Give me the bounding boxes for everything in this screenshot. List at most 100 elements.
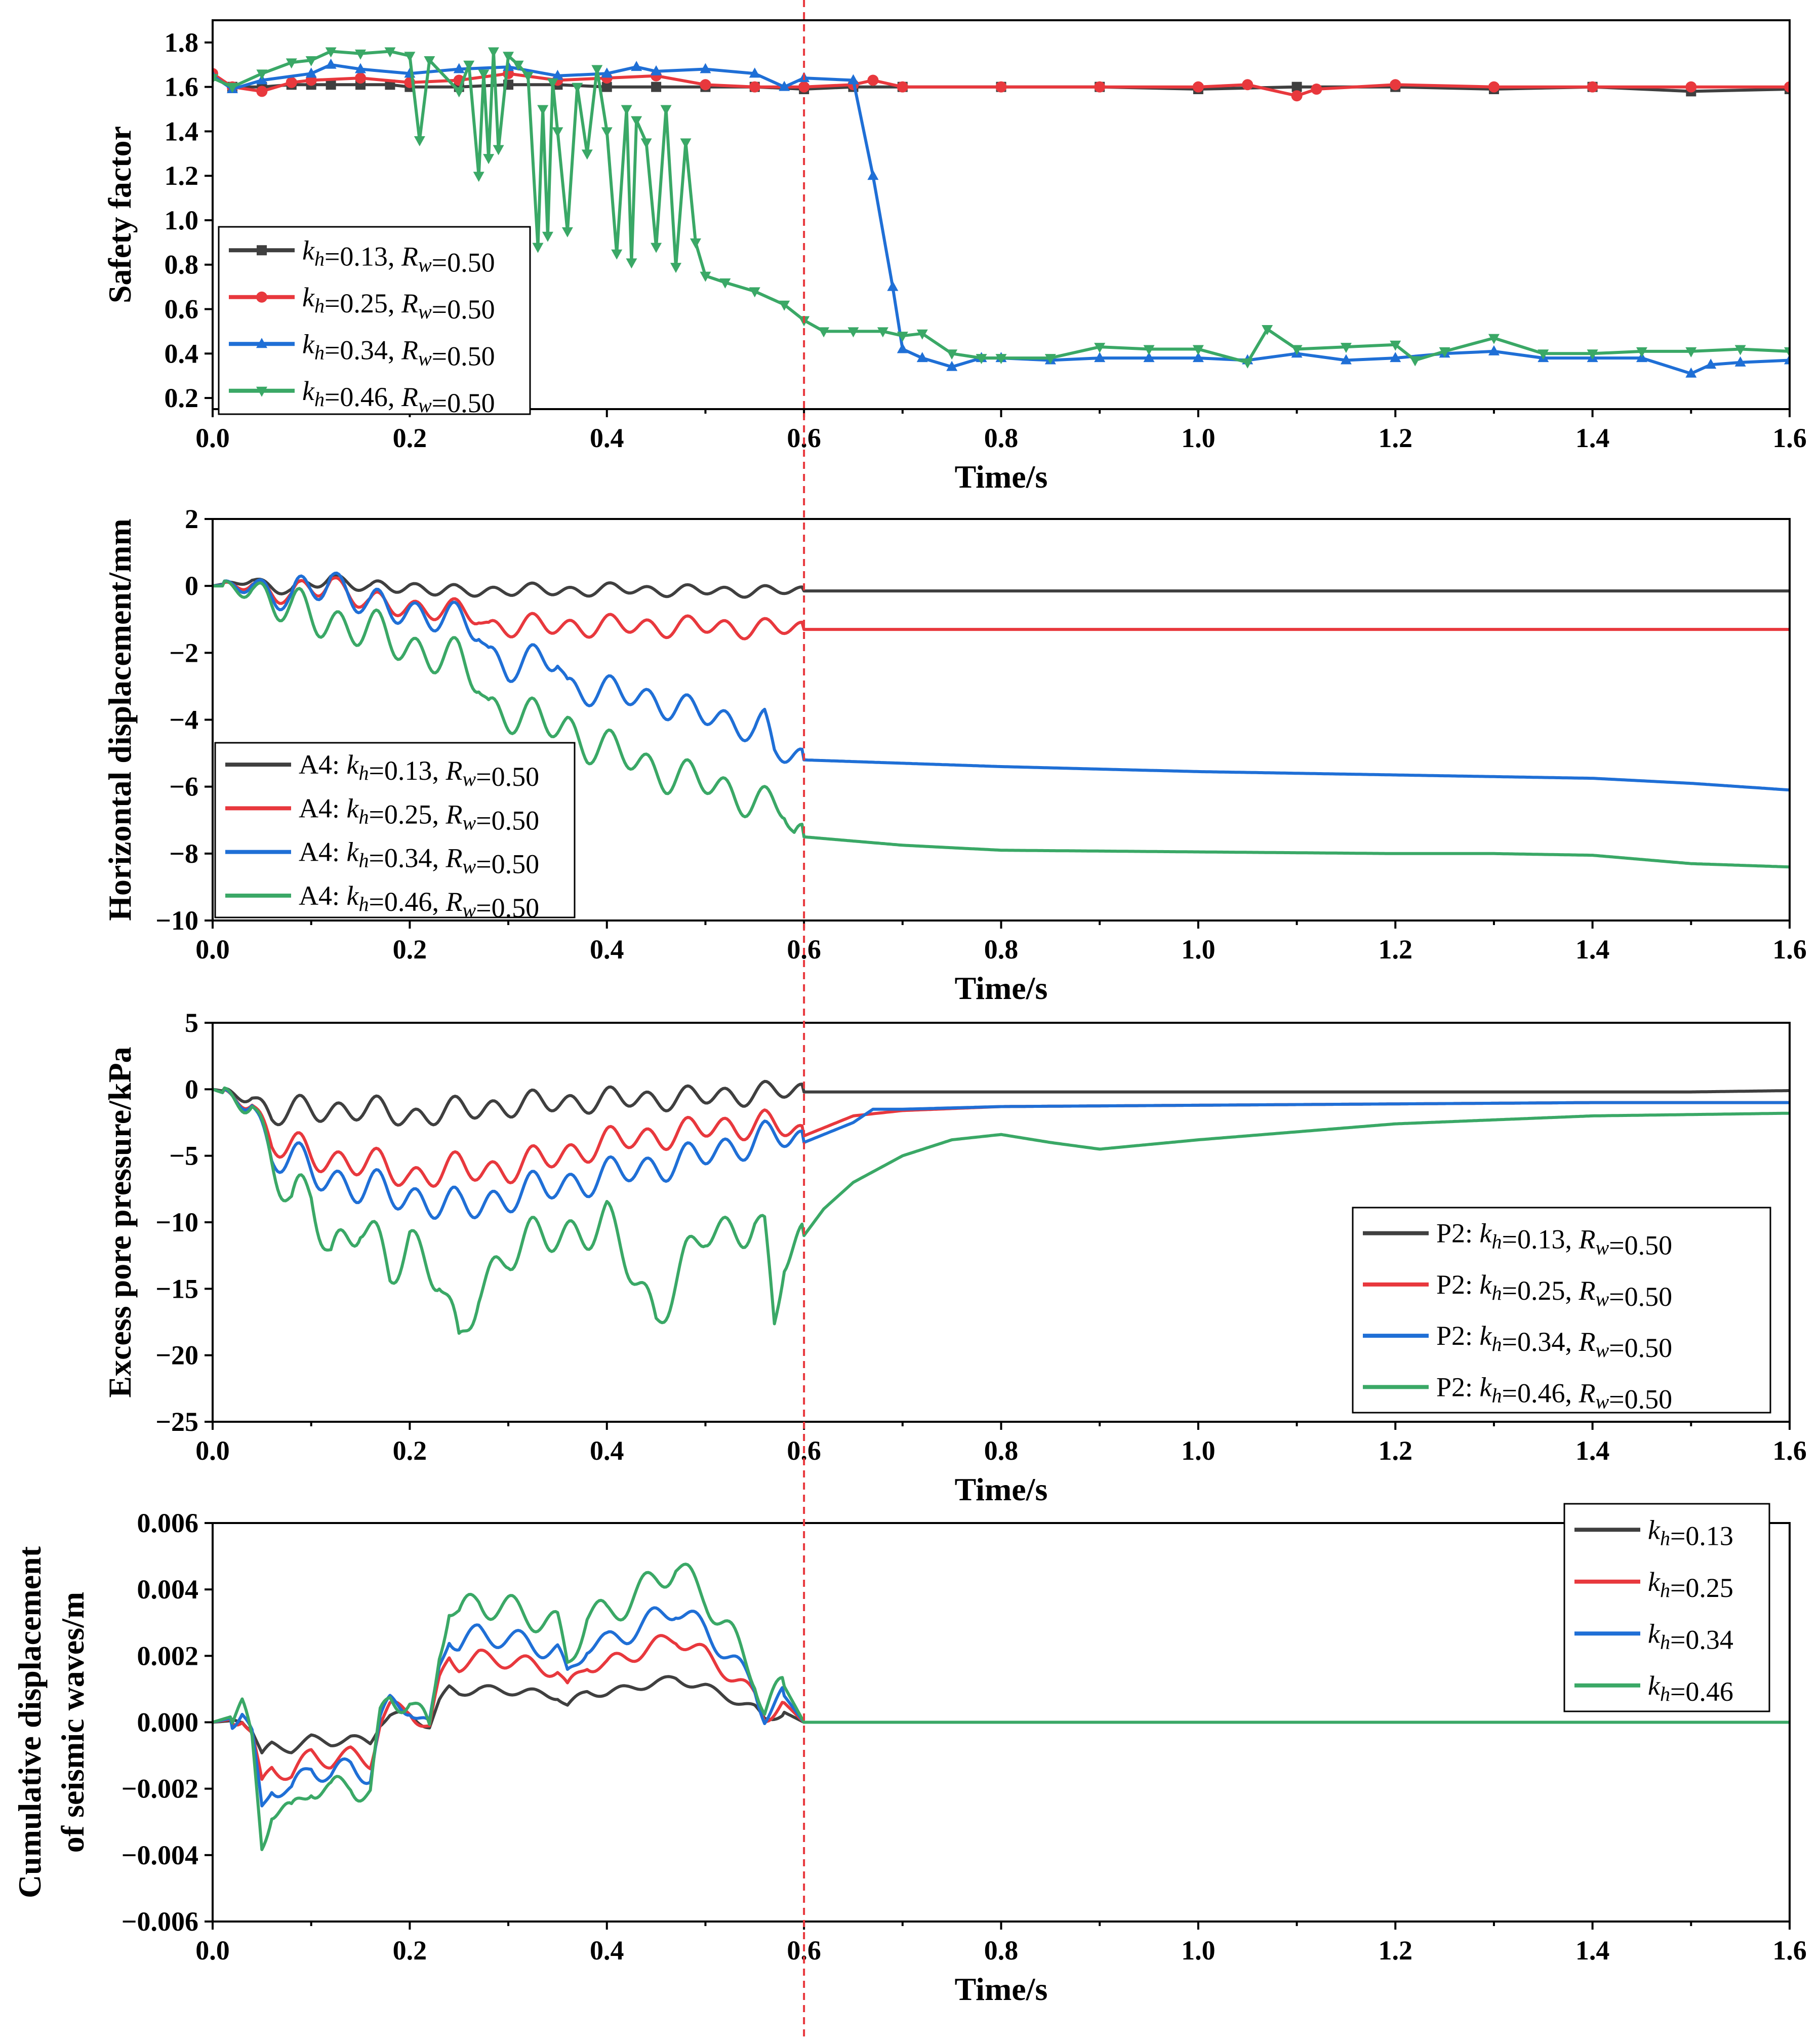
legend-label: kh=0.34, Rw=0.50 bbox=[302, 329, 495, 371]
data-point bbox=[1242, 79, 1253, 91]
x-tick-label: 0.0 bbox=[195, 423, 230, 453]
data-point bbox=[887, 281, 899, 291]
data-point bbox=[1242, 358, 1253, 369]
x-tick-label: 0.4 bbox=[590, 423, 624, 453]
y-tick-label: 0.006 bbox=[137, 1508, 199, 1538]
y-axis-title: Safety factor bbox=[102, 126, 138, 303]
x-tick-label: 0.0 bbox=[195, 934, 230, 965]
legend-box bbox=[218, 226, 531, 415]
x-tick-label: 1.0 bbox=[1181, 423, 1216, 453]
series-group bbox=[213, 1079, 1790, 1335]
y-tick-label: −6 bbox=[169, 772, 198, 802]
data-point bbox=[256, 86, 268, 97]
data-point bbox=[651, 82, 662, 92]
y-tick-label: 1.4 bbox=[165, 116, 199, 146]
data-point bbox=[1143, 352, 1155, 363]
x-tick-label: 1.6 bbox=[1772, 423, 1807, 453]
data-point bbox=[305, 67, 317, 78]
y-tick-label: 0.8 bbox=[165, 250, 199, 280]
x-tick-label: 1.4 bbox=[1575, 1935, 1610, 1966]
data-point bbox=[226, 83, 238, 93]
x-tick-label: 0.8 bbox=[984, 423, 1019, 453]
data-point bbox=[749, 67, 760, 78]
x-tick-label: 0.8 bbox=[984, 934, 1019, 965]
data-point bbox=[897, 332, 908, 342]
legend-label: A4: kh=0.34, Rw=0.50 bbox=[299, 837, 539, 879]
x-tick-label: 1.2 bbox=[1379, 934, 1413, 965]
data-point bbox=[601, 127, 613, 138]
data-point bbox=[1094, 352, 1106, 363]
data-point bbox=[1587, 81, 1598, 93]
data-point bbox=[626, 258, 637, 269]
legend-marker bbox=[257, 245, 267, 256]
series-line-kh-0.46 bbox=[213, 579, 1790, 869]
y-tick-label: 0.004 bbox=[137, 1574, 199, 1605]
data-point bbox=[877, 327, 888, 338]
data-point bbox=[640, 138, 652, 149]
data-point bbox=[1636, 347, 1647, 357]
data-point bbox=[1705, 358, 1717, 369]
series-line-kh-0.13 bbox=[213, 573, 1790, 599]
data-point bbox=[867, 74, 879, 86]
data-point bbox=[621, 105, 632, 115]
y-axis-title: Horizontal displacement/mm bbox=[102, 518, 138, 921]
data-point bbox=[1538, 349, 1549, 360]
data-point bbox=[1784, 354, 1790, 365]
series-line-kh-0.13 bbox=[213, 1079, 1790, 1127]
y-tick-label: 1.0 bbox=[165, 205, 199, 235]
data-point bbox=[1262, 325, 1273, 336]
series-group bbox=[213, 1563, 1790, 1851]
y-tick-label: 0.000 bbox=[137, 1707, 199, 1738]
x-tick-label: 1.4 bbox=[1575, 423, 1610, 453]
data-point bbox=[493, 145, 504, 155]
x-tick-label: 0.8 bbox=[984, 1935, 1019, 1966]
data-point bbox=[537, 105, 549, 115]
data-point bbox=[286, 58, 297, 69]
data-point bbox=[651, 243, 662, 253]
data-point bbox=[1291, 90, 1303, 102]
data-point bbox=[488, 47, 499, 58]
data-point bbox=[1488, 81, 1500, 93]
legend: kh=0.13 kh=0.25 kh=0.34 kh=0.46 bbox=[1563, 1503, 1770, 1712]
data-point bbox=[700, 271, 711, 282]
data-point bbox=[1685, 367, 1697, 378]
data-point bbox=[453, 87, 465, 98]
legend-marker bbox=[256, 338, 267, 348]
data-point bbox=[532, 243, 544, 253]
data-point bbox=[503, 52, 514, 62]
data-point bbox=[1044, 354, 1056, 365]
legend-label: A4: kh=0.25, Rw=0.50 bbox=[299, 793, 539, 835]
series-line-kh-0.46 bbox=[213, 50, 1790, 364]
data-point bbox=[1390, 352, 1401, 363]
chart-panel-3: 0.0 0.2 0.4 0.6 0.8 1.0 1.2 1.4 1.6−25−20−15−10−… bbox=[102, 1008, 1807, 1507]
data-point bbox=[325, 58, 337, 69]
data-point bbox=[552, 127, 563, 138]
y-tick-label: 0.6 bbox=[165, 294, 199, 325]
data-point bbox=[1587, 349, 1598, 360]
data-point bbox=[1784, 347, 1790, 357]
x-tick-label: 1.2 bbox=[1379, 423, 1413, 453]
data-point bbox=[561, 227, 573, 237]
x-tick-label: 1.6 bbox=[1772, 1435, 1807, 1466]
y-tick-label: 1.6 bbox=[165, 72, 199, 102]
y-tick-label: 0 bbox=[185, 1074, 198, 1104]
data-point bbox=[1734, 356, 1746, 367]
data-point bbox=[542, 231, 553, 242]
chart-panel-4: 0.0 0.2 0.4 0.6 0.8 1.0 1.2 1.4 1.6−0.006−0.004−… bbox=[12, 1503, 1807, 2007]
x-tick-label: 0.0 bbox=[195, 1435, 230, 1466]
legend: kh=0.13, Rw=0.50 kh=0.25, Rw=0.50kh=0.34,… bbox=[218, 226, 531, 418]
legend-label: P2: kh=0.46, Rw=0.50 bbox=[1436, 1372, 1672, 1414]
data-point bbox=[631, 61, 642, 71]
data-point bbox=[1488, 334, 1500, 344]
legend-label: P2: kh=0.25, Rw=0.50 bbox=[1436, 1269, 1672, 1312]
data-point bbox=[325, 47, 337, 58]
y-axis-title: of seismic waves/m bbox=[55, 1592, 91, 1853]
data-point bbox=[384, 47, 396, 58]
y-tick-label: 0 bbox=[185, 571, 198, 601]
series-group bbox=[213, 47, 1790, 378]
x-tick-label: 0.4 bbox=[590, 934, 624, 965]
legend-label: kh=0.13 bbox=[1648, 1514, 1733, 1551]
x-tick-label: 1.6 bbox=[1772, 934, 1807, 965]
